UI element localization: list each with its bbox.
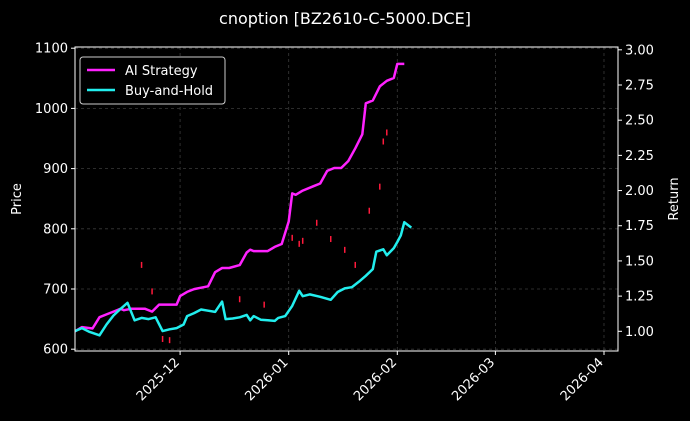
- y-axis-left: 600 700 800 900 1000 1100: [35, 42, 75, 358]
- y-left-tick-label: 1000: [35, 102, 68, 117]
- y-left-tick-label: 700: [43, 282, 68, 297]
- y-right-tick-label: 1.25: [625, 290, 654, 305]
- y-axis-right: 1.00 1.25 1.50 1.75 2.00 2.25 2.50 2.75 3.00: [618, 43, 654, 340]
- y-left-tick-label: 800: [43, 222, 68, 237]
- y-right-tick-label: 3.00: [625, 43, 654, 58]
- price-marks: [140, 129, 388, 344]
- y-left-tick-label: 1100: [35, 42, 68, 57]
- y-axis-right-label: Return: [667, 177, 682, 220]
- y-right-tick-label: 1.00: [625, 325, 654, 340]
- legend-label-buy-and-hold: Buy-and-Hold: [125, 84, 213, 99]
- series-lines: [74, 62, 413, 337]
- legend: AI Strategy Buy-and-Hold: [79, 56, 226, 105]
- chart-title: cnoption [BZ2610-C-5000.DCE]: [219, 9, 471, 28]
- y-right-tick-label: 1.50: [625, 254, 654, 269]
- series-line-buy-and-hold: [74, 220, 413, 337]
- y-right-tick-label: 2.50: [625, 114, 654, 129]
- y-left-tick-label: 900: [43, 162, 68, 177]
- grid: [75, 47, 618, 351]
- y-left-tick-label: 600: [43, 343, 68, 358]
- y-right-tick-label: 2.75: [625, 79, 654, 94]
- y-right-tick-label: 2.25: [625, 149, 654, 164]
- series-line-ai-strategy: [74, 62, 405, 333]
- y-right-tick-label: 1.75: [625, 219, 654, 234]
- legend-box: [79, 56, 226, 105]
- plot-frame: [74, 46, 619, 352]
- y-axis-left-label: Price: [10, 183, 25, 215]
- legend-label-ai-strategy: AI Strategy: [125, 64, 198, 79]
- y-right-tick-label: 2.00: [625, 184, 654, 199]
